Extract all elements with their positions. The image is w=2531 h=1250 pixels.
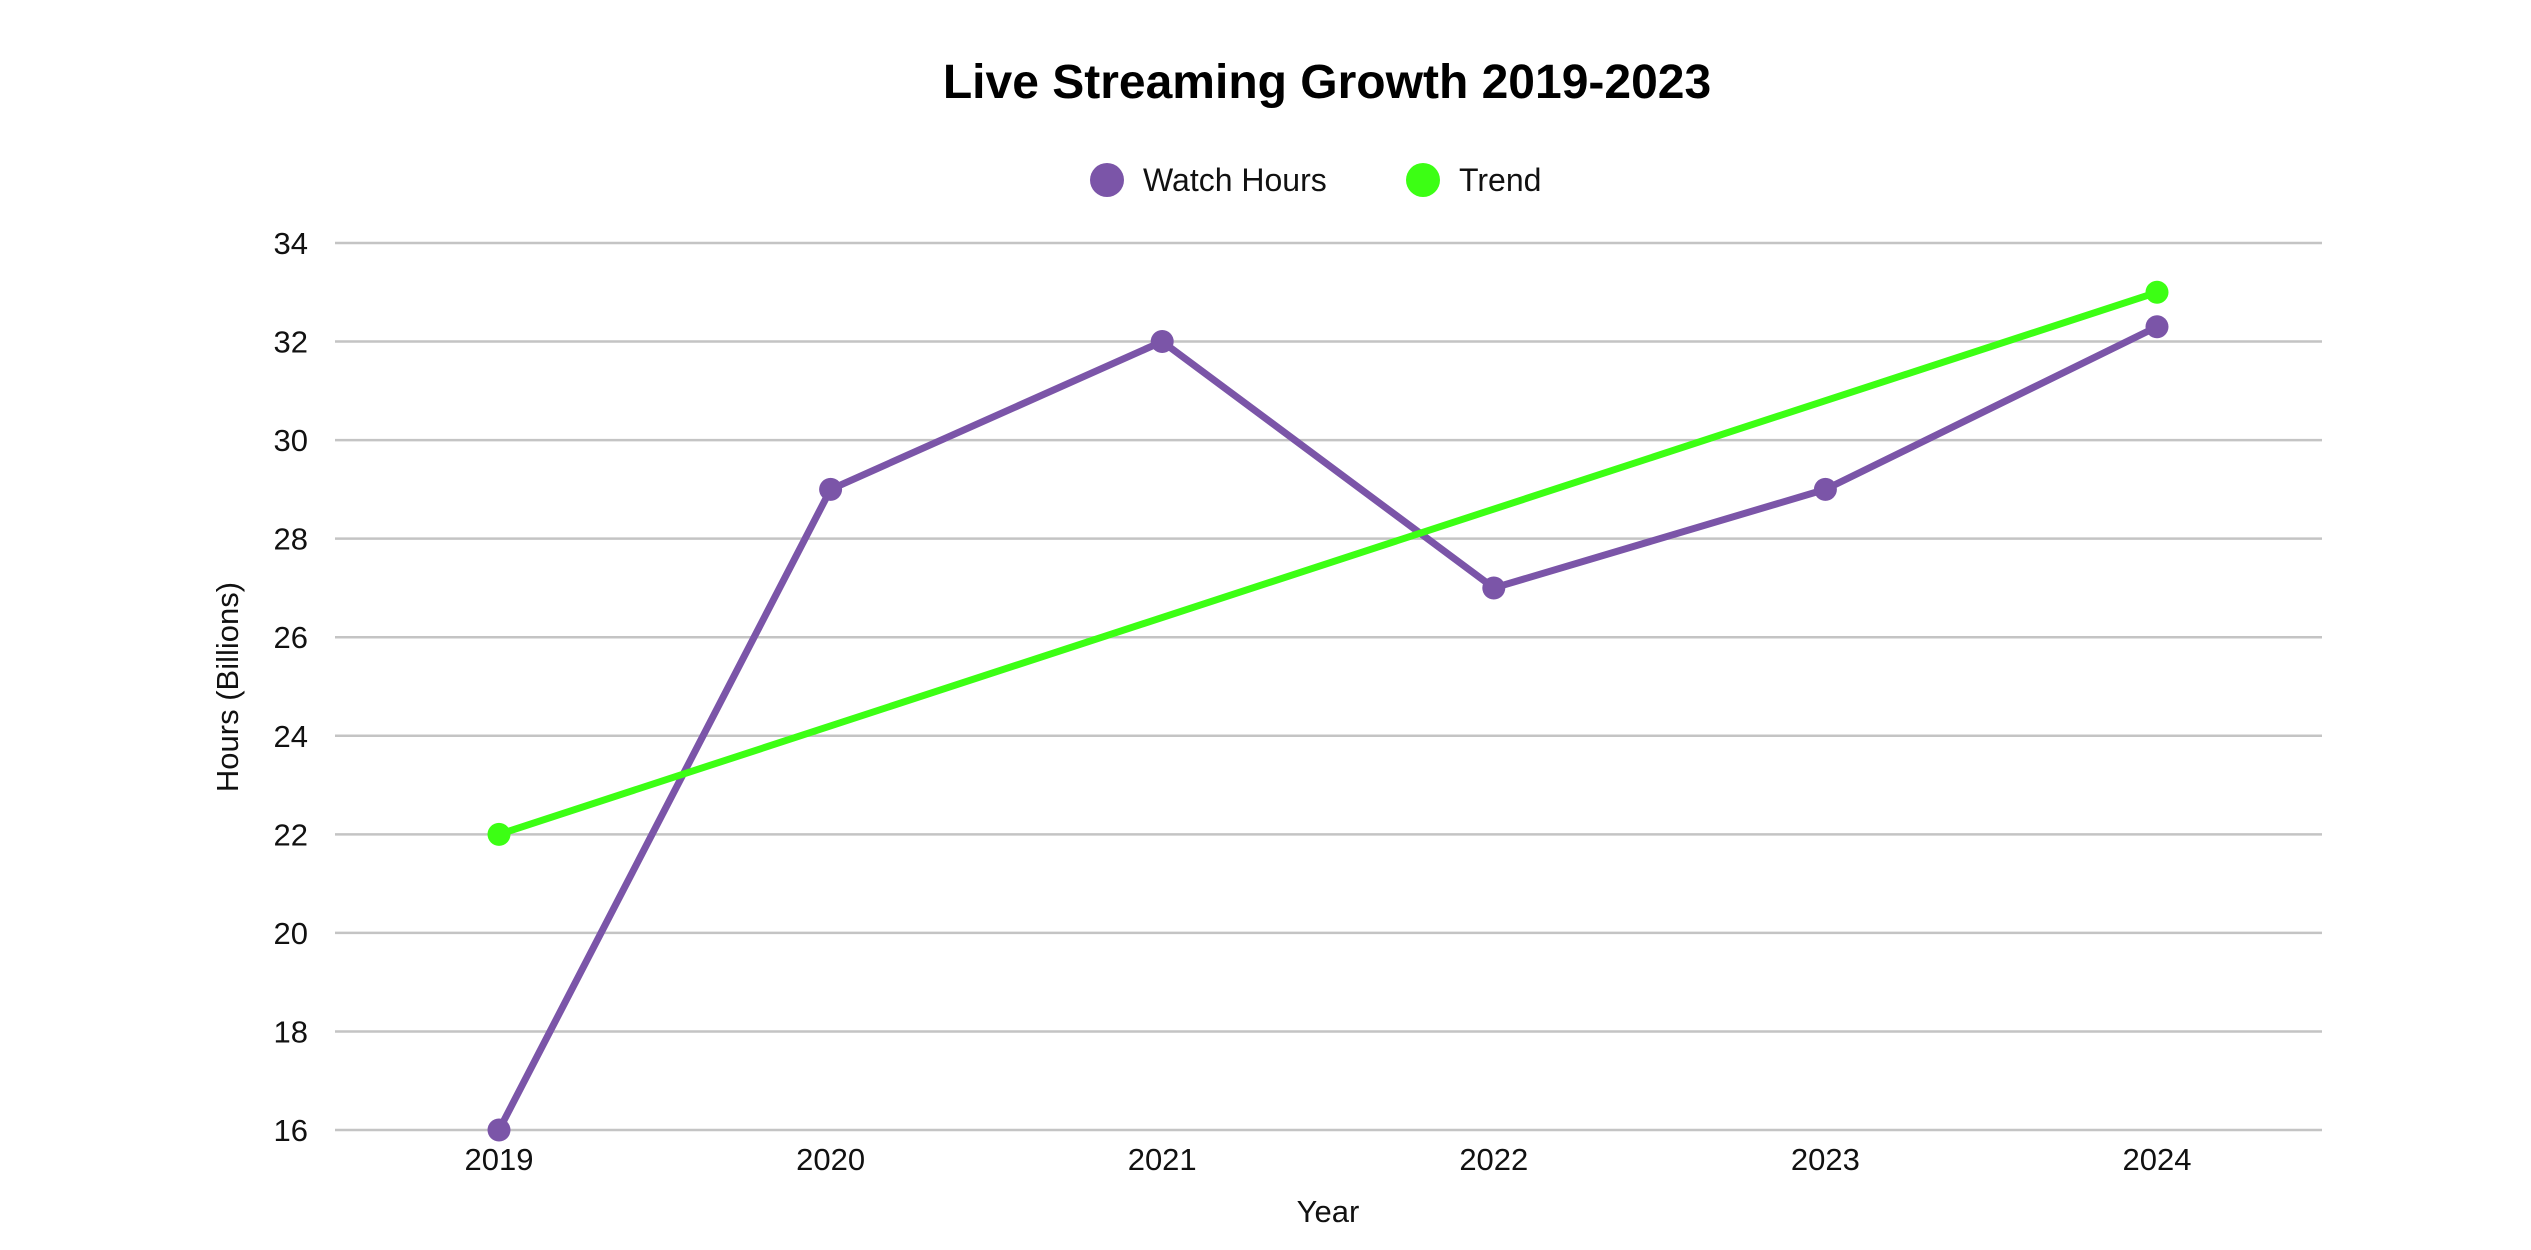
data-point — [819, 477, 843, 501]
legend: Watch Hours Trend — [1090, 162, 1541, 198]
x-tick-label: 2021 — [1128, 1142, 1197, 1177]
y-tick-label: 30 — [274, 423, 308, 458]
series-group — [487, 280, 2169, 1142]
data-point — [1482, 576, 1506, 600]
legend-label: Watch Hours — [1143, 162, 1327, 198]
y-tick-label: 16 — [274, 1113, 308, 1148]
y-axis-title: Hours (Billions) — [210, 582, 245, 792]
y-tick-label: 22 — [274, 817, 308, 852]
legend-label: Trend — [1459, 162, 1541, 198]
y-tick-label: 24 — [274, 719, 308, 754]
series-line-trend — [497, 288, 2159, 838]
y-tick-label: 32 — [274, 325, 308, 360]
y-tick-label: 26 — [274, 620, 308, 655]
legend-marker — [1090, 163, 1124, 197]
x-tick-labels: 2019 2020 2021 2022 2023 2024 — [465, 1142, 2192, 1177]
x-axis-title: Year — [1297, 1194, 1360, 1229]
data-point — [487, 822, 511, 846]
data-point — [2145, 280, 2169, 304]
x-tick-label: 2023 — [1791, 1142, 1860, 1177]
x-tick-label: 2022 — [1459, 1142, 1528, 1177]
data-point — [2145, 315, 2169, 339]
y-tick-label: 28 — [274, 522, 308, 557]
x-tick-label: 2020 — [796, 1142, 865, 1177]
data-point — [1150, 330, 1174, 354]
data-point — [1813, 477, 1837, 501]
data-point — [487, 1118, 511, 1142]
chart-title: Live Streaming Growth 2019-2023 — [943, 56, 1711, 109]
gridlines — [335, 241, 2322, 1132]
y-tick-label: 34 — [274, 226, 308, 261]
x-tick-label: 2024 — [2123, 1142, 2192, 1177]
x-tick-label: 2019 — [465, 1142, 534, 1177]
y-tick-labels: 16 18 20 22 24 26 28 30 32 34 — [274, 226, 308, 1148]
series-line-watch-hours — [495, 323, 2159, 1132]
y-tick-label: 20 — [274, 916, 308, 951]
legend-marker — [1406, 163, 1440, 197]
y-tick-label: 18 — [274, 1014, 308, 1049]
